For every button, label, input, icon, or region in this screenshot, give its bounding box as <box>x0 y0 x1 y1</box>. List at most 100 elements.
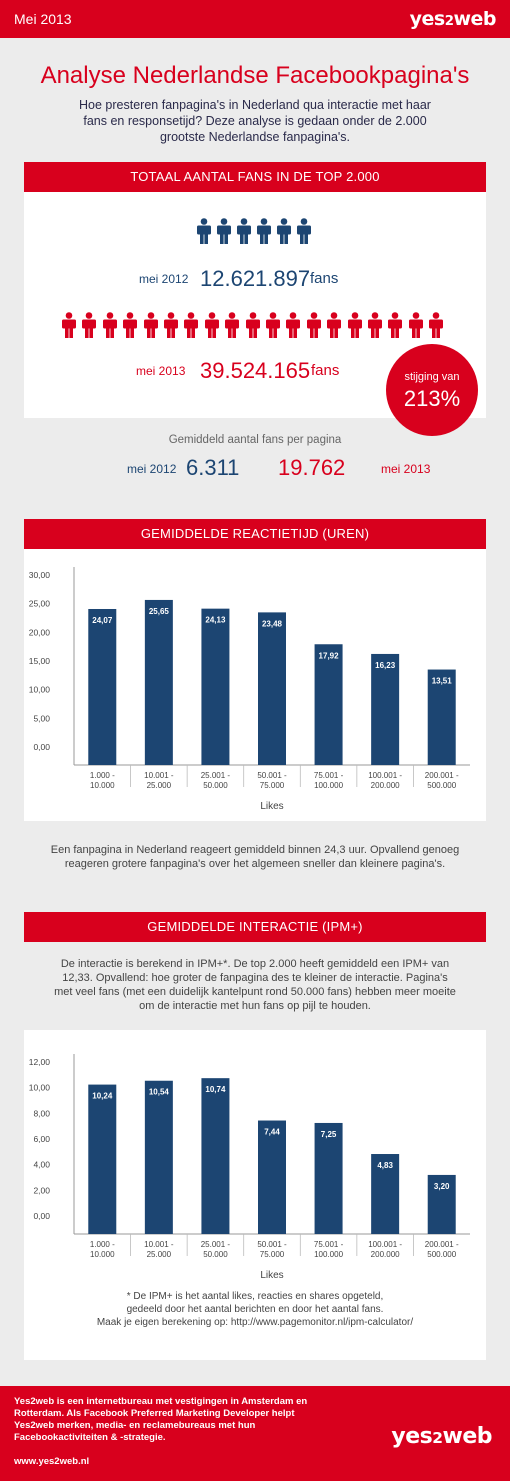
x-tick-label: 500.000 <box>427 781 456 790</box>
bar-value-label: 25,65 <box>149 607 170 616</box>
fans-panel: TOTAAL AANTAL FANS IN DE TOP 2.000 mei 2… <box>24 162 486 498</box>
bar <box>144 1080 173 1234</box>
x-tick-label: 25.000 <box>147 781 172 790</box>
person-icon <box>408 312 424 338</box>
bar <box>371 653 400 765</box>
y-tick-label: 10,00 <box>29 685 51 695</box>
x-tick-label: 50.001 - <box>257 1240 287 1249</box>
bar <box>314 1122 343 1234</box>
footnote-1: * De IPM+ is het aantal likes, reacties … <box>126 1291 384 1302</box>
person-icon <box>61 312 77 338</box>
bar <box>88 608 117 765</box>
footer-url[interactable]: www.yes2web.nl <box>14 1456 90 1467</box>
interaction-heading: GEMIDDELDE INTERACTIE (IPM+) <box>24 912 486 942</box>
x-tick-label: 75.000 <box>260 1250 285 1259</box>
fans-2013-value: 39.524.165 <box>200 358 311 383</box>
x-tick-label: 25.000 <box>147 1250 172 1259</box>
bar-value-label: 10,54 <box>149 1088 170 1097</box>
x-tick-label: 100.001 - <box>368 771 402 780</box>
x-tick-label: 25.001 - <box>201 1240 231 1249</box>
avg-2013-value: 19.762 <box>278 455 346 480</box>
person-icon <box>347 312 363 338</box>
person-icon <box>256 218 272 244</box>
x-tick-label: 10.000 <box>90 1250 115 1259</box>
avg-2012-label: mei 2012 <box>127 462 177 476</box>
interaction-chart: 0,00 2,00 4,00 6,00 8,00 10,00 12,00 10,24 1.000… <box>29 1054 470 1281</box>
person-icon <box>224 312 240 338</box>
x-tick-label: 10.001 - <box>144 771 174 780</box>
person-icon <box>367 312 383 338</box>
x-tick-label: 100.000 <box>314 1250 343 1259</box>
y-tick-label: 4,00 <box>33 1160 50 1170</box>
person-icon <box>265 312 281 338</box>
bar <box>258 1120 286 1234</box>
bar-value-label: 7,25 <box>321 1130 337 1139</box>
x-axis-title: Likes <box>260 1270 283 1281</box>
x-tick-label: 50.000 <box>203 781 228 790</box>
bar-value-label: 10,24 <box>92 1092 113 1101</box>
x-tick-label: 75.001 - <box>314 1240 344 1249</box>
bar-value-label: 16,23 <box>375 661 396 670</box>
y-tick-label: 20,00 <box>29 627 51 637</box>
top-bar: Mei 2013 yes2web <box>0 0 510 38</box>
interaction-panel: GEMIDDELDE INTERACTIE (IPM+) De interact… <box>24 912 486 1360</box>
fans-2012-unit: fans <box>310 270 339 287</box>
bar-value-label: 7,44 <box>264 1128 280 1137</box>
bar <box>258 612 286 765</box>
avg-2013-label: mei 2013 <box>381 462 431 476</box>
avg-2012-value: 6.311 <box>186 455 240 480</box>
x-tick-label: 200.000 <box>371 1250 400 1259</box>
average-box: Gemiddeld aantal fans per pagina mei 201… <box>24 418 486 498</box>
fans-2013-unit: fans <box>311 362 340 379</box>
y-tick-label: 12,00 <box>29 1057 51 1067</box>
person-icon <box>183 312 199 338</box>
reaction-panel: GEMIDDELDE REACTIETIJD (UREN) 0,00 5,00 10… <box>24 519 486 892</box>
y-tick-label: 0,00 <box>33 742 50 752</box>
bar <box>88 1084 117 1234</box>
fans-2012-value: 12.621.897 <box>200 266 311 291</box>
x-tick-label: 100.000 <box>314 781 343 790</box>
x-tick-label: 100.001 - <box>368 1240 402 1249</box>
bar <box>201 1078 230 1234</box>
fans-2013-label: mei 2013 <box>136 364 186 378</box>
page-title: Analyse Nederlandse Facebookpagina's <box>40 62 470 89</box>
footnote-3: Maak je eigen berekening op: http://www.… <box>96 1317 414 1328</box>
bar <box>314 644 343 765</box>
issue-date: Mei 2013 <box>14 11 72 27</box>
x-tick-label: 200.001 - <box>425 771 459 780</box>
y-tick-label: 10,00 <box>29 1083 51 1093</box>
y-tick-label: 6,00 <box>33 1134 50 1144</box>
person-icon <box>326 312 342 338</box>
footer-text: Yes2web is een internetbureau met vestig… <box>14 1396 308 1443</box>
y-tick-label: 25,00 <box>29 599 51 609</box>
intro-text: Hoe presteren fanpagina's in Nederland q… <box>79 98 431 144</box>
person-icon <box>216 218 232 244</box>
bar <box>427 669 456 765</box>
person-icon <box>306 312 322 338</box>
bar-value-label: 4,83 <box>377 1161 393 1170</box>
bar-value-label: 10,74 <box>205 1085 226 1094</box>
fans-2012-label: mei 2012 <box>139 272 189 286</box>
person-icon <box>81 312 97 338</box>
y-tick-label: 0,00 <box>33 1211 50 1221</box>
reaction-caption: Een fanpagina in Nederland reageert gemi… <box>50 844 460 870</box>
interaction-intro-box: De interactie is berekend in IPM+*. De t… <box>24 942 486 1030</box>
person-icon <box>204 312 220 338</box>
y-tick-label: 5,00 <box>33 713 50 723</box>
increase-value: 213% <box>403 386 461 411</box>
x-tick-label: 500.000 <box>427 1250 456 1259</box>
reaction-time-chart: 0,00 5,00 10,00 15,00 20,00 25,00 30,00 24,07 1.… <box>29 567 470 812</box>
person-icon <box>387 312 403 338</box>
person-icon <box>102 312 118 338</box>
y-tick-label: 2,00 <box>33 1185 50 1195</box>
bar <box>427 1174 456 1234</box>
bar-value-label: 13,51 <box>432 677 453 686</box>
person-icon <box>122 312 138 338</box>
person-icon <box>296 218 312 244</box>
person-icon <box>285 312 301 338</box>
bar <box>371 1154 400 1234</box>
y-tick-label: 15,00 <box>29 656 51 666</box>
person-icon <box>236 218 252 244</box>
x-tick-label: 10.001 - <box>144 1240 174 1249</box>
bar-value-label: 23,48 <box>262 619 283 628</box>
